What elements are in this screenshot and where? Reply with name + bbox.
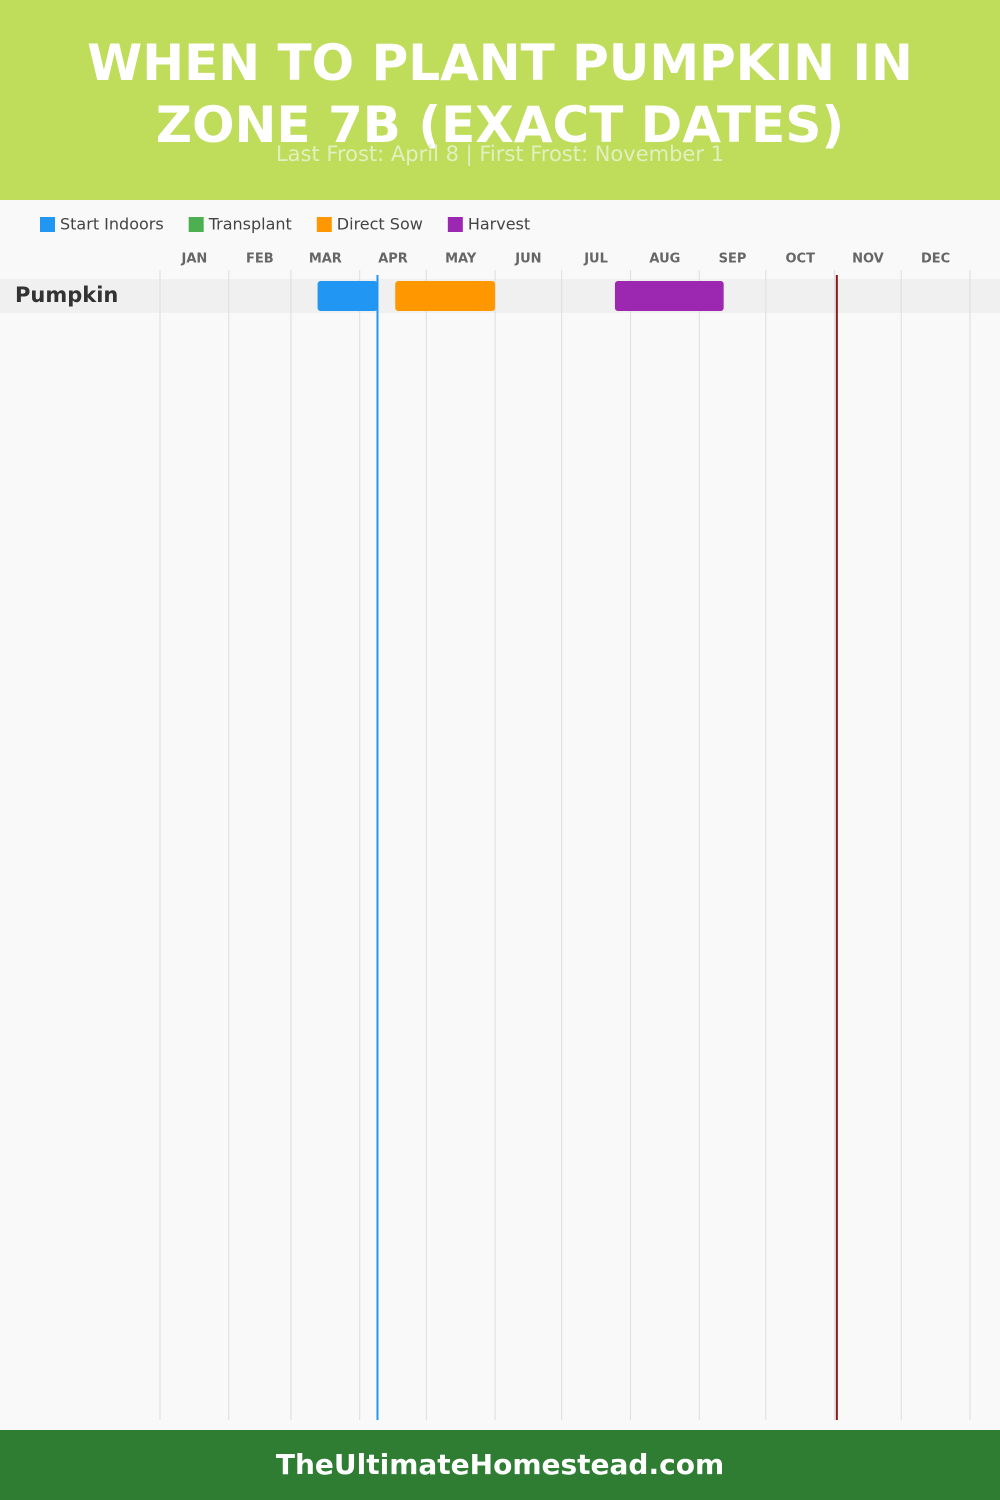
row-band [0, 279, 1000, 313]
legend-swatch [40, 217, 55, 232]
legend-label: Start Indoors [60, 215, 164, 234]
legend-swatch [188, 217, 204, 232]
legend-swatch [316, 217, 332, 232]
x-tick-label: APR [378, 252, 408, 267]
row-label: Pumpkin [15, 283, 118, 307]
x-tick-label: DEC [921, 252, 950, 267]
legend-label: Harvest [468, 215, 530, 234]
x-tick-label: FEB [246, 252, 274, 267]
x-tick-label: MAY [445, 252, 477, 267]
x-tick-label: NOV [852, 252, 884, 267]
legend-swatch [447, 217, 463, 232]
legend-label: Direct Sow [337, 215, 423, 234]
x-tick-label: SEP [719, 252, 747, 267]
header: WHEN TO PLANT PUMPKIN IN ZONE 7B (EXACT … [0, 0, 1000, 200]
chart-title: WHEN TO PLANT PUMPKIN IN ZONE 7B (EXACT … [87, 34, 913, 154]
legend-label: Transplant [208, 215, 292, 234]
chart: JAN FEB MAR APR MAY JUN JUL AUG SEP OCT NOV DEC Star… [0, 215, 1000, 1420]
x-tick-label: MAR [309, 252, 342, 267]
chart-subtitle: Last Frost: April 8 | First Frost: Novem… [275, 142, 725, 166]
bar [317, 281, 378, 311]
x-tick-label: JUL [583, 252, 608, 267]
bar [614, 281, 724, 311]
x-tick-label: JUN [514, 252, 541, 267]
x-tick-label: AUG [649, 252, 680, 267]
x-tick-label: JAN [181, 252, 208, 267]
x-tick-label: OCT [785, 252, 815, 267]
bar [395, 281, 496, 311]
footer: TheUltimateHomestead.com [0, 1430, 1000, 1500]
